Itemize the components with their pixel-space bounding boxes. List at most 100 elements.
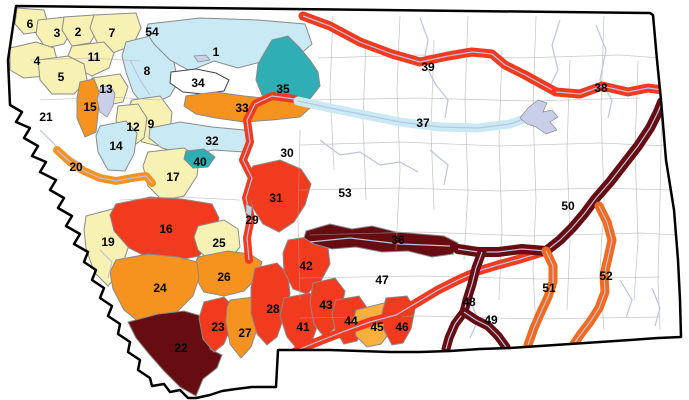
region-24[interactable] [109,253,200,323]
county-line [362,39,367,201]
tiber-reservoir [193,54,211,63]
region-label-5: 5 [58,70,65,84]
region-14[interactable] [95,120,138,172]
region-label-36: 36 [391,233,405,247]
region-label-19: 19 [101,235,115,249]
river-line [419,17,449,119]
region-label-13: 13 [99,82,113,96]
river-band-centerline-50 [545,101,663,252]
region-label-51: 51 [542,281,556,295]
region-label-21: 21 [39,110,53,124]
region-label-43: 43 [319,298,333,312]
region-label-38: 38 [594,81,608,95]
region-label-8: 8 [144,64,151,78]
region-label-25: 25 [212,236,226,250]
region-label-14: 14 [109,139,123,153]
river-line [429,149,449,186]
county-line [29,57,141,62]
county-line [309,97,641,102]
region-label-12: 12 [126,120,140,134]
region-label-42: 42 [299,259,313,273]
region-label-16: 16 [159,222,173,236]
river-band-centerline-37 [297,100,525,129]
region-15[interactable] [76,78,101,138]
river-band-centerline-48 [463,251,483,313]
region-label-39: 39 [421,60,435,74]
region-label-6: 6 [27,17,34,31]
county-line [329,15,335,171]
river-band-centerline-38 [555,85,664,95]
river-band-centerline-49 [463,311,507,348]
river-band-centerline-musselshell-link [457,248,547,253]
region-label-40: 40 [193,155,207,169]
river-band-centerline-52 [571,205,613,348]
river-line [309,237,451,247]
river-line [595,24,613,119]
region-label-20: 20 [69,160,83,174]
river-band-centerline-20 [56,149,153,184]
region-23[interactable] [198,296,235,353]
region-label-1: 1 [213,45,220,59]
region-label-37: 37 [416,116,430,130]
region-label-22: 22 [174,341,188,355]
region-label-9: 9 [148,117,155,131]
river-line [651,287,661,327]
region-label-41: 41 [296,320,310,334]
region-label-31: 31 [269,191,283,205]
river-band-centerline-39 [302,15,557,93]
region-34[interactable] [169,68,230,95]
state-border [6,4,683,400]
region-label-28: 28 [266,302,280,316]
region-label-11: 11 [88,50,101,64]
region-label-4: 4 [34,54,41,68]
county-line [633,59,639,301]
river-line [319,139,419,173]
region-label-49: 49 [484,313,498,327]
region-label-26: 26 [217,270,231,284]
region-22[interactable] [127,310,223,397]
county-line [299,141,669,147]
region-label-50: 50 [561,199,575,213]
canyon-ferry-lake [245,203,253,218]
county-line [566,59,571,311]
region-label-30: 30 [280,146,294,160]
river-line [129,59,151,96]
fort-peck-lake [519,99,559,135]
river-line [619,279,633,319]
region-label-23: 23 [211,320,225,334]
region-label-27: 27 [238,326,252,340]
region-label-7: 7 [109,26,116,40]
river-line [99,249,113,279]
region-label-29: 29 [245,213,259,227]
region-16[interactable] [109,196,220,262]
region-label-45: 45 [370,320,384,334]
region-40[interactable] [183,148,216,169]
region-label-53: 53 [338,186,352,200]
river-band-centerline-48-west-fork [445,311,465,350]
region-label-46: 46 [395,320,409,334]
river-line [547,19,561,91]
region-label-3: 3 [54,26,61,40]
river-band-centerline-yellowstone-mid [280,250,547,362]
region-label-54: 54 [145,25,159,39]
county-line [297,129,301,301]
region-label-44: 44 [344,314,358,328]
region-label-32: 32 [205,134,219,148]
flathead-lake [96,84,116,118]
region-36[interactable] [303,223,459,258]
county-line [299,187,673,192]
region-label-48: 48 [462,295,476,309]
region-label-17: 17 [166,170,180,184]
county-line [309,231,678,237]
river-band-centerline-51 [527,250,554,346]
region-label-52: 52 [599,269,613,283]
region-label-47: 47 [375,273,389,287]
region-label-15: 15 [83,100,97,114]
region-label-34: 34 [191,76,205,90]
river-band-centerline-29 [242,95,296,261]
region-label-33: 33 [235,101,249,115]
region-label-2: 2 [75,25,82,39]
region-label-24: 24 [153,281,167,295]
